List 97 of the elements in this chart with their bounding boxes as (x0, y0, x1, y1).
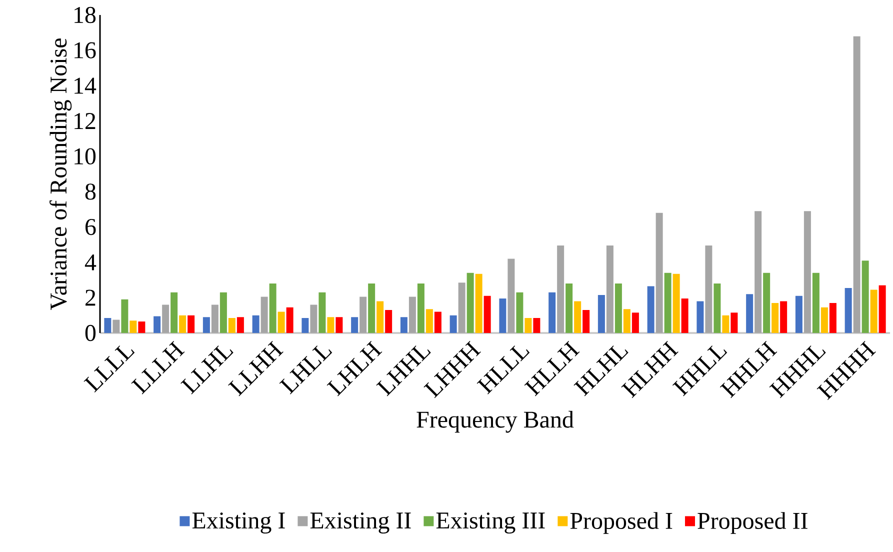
bar (327, 317, 334, 333)
bar (162, 304, 170, 333)
bar (582, 310, 590, 333)
bar (533, 318, 540, 333)
x-axis-title: Frequency Band (416, 410, 574, 433)
bar (170, 292, 178, 333)
bar (870, 290, 878, 333)
bar (508, 258, 515, 333)
bar (318, 292, 326, 333)
bar (400, 317, 408, 333)
bar (574, 301, 582, 333)
bar (754, 211, 762, 333)
bar (121, 299, 128, 333)
bar (812, 272, 820, 333)
bar (104, 318, 112, 333)
bar (795, 296, 802, 333)
bar (878, 285, 886, 333)
bar (408, 296, 416, 333)
bar (286, 307, 294, 333)
bar (112, 320, 120, 333)
bar (820, 307, 828, 333)
bar (772, 302, 779, 333)
bar (130, 320, 137, 333)
bar (202, 317, 210, 333)
bar (336, 317, 343, 333)
bar (376, 301, 384, 333)
bar (211, 304, 218, 333)
bar (426, 309, 433, 333)
y-tick-label: 4 (84, 254, 96, 270)
bar (672, 274, 680, 333)
bar (705, 246, 712, 333)
bar (623, 309, 630, 333)
bar (499, 298, 506, 333)
y-tick-label: 6 (86, 218, 96, 236)
bar (228, 318, 236, 333)
bar (516, 292, 524, 333)
legend-label: Proposed II (698, 512, 808, 534)
bar (853, 36, 860, 333)
bar (714, 284, 721, 333)
bar (696, 301, 704, 333)
bar (681, 298, 688, 333)
y-tick-label: 10 (74, 148, 96, 164)
bar (154, 316, 161, 333)
bar (614, 284, 622, 333)
bar (722, 315, 730, 333)
bar (763, 272, 770, 333)
bar (360, 296, 367, 333)
bar (656, 212, 663, 333)
bar (804, 211, 811, 333)
y-tick-label: 14 (74, 78, 96, 94)
bar (417, 284, 424, 333)
legend-label: Proposed I (570, 512, 672, 534)
bar (466, 272, 474, 333)
bar (548, 292, 556, 333)
bar (862, 260, 869, 333)
bar (475, 274, 482, 333)
bar (557, 246, 564, 333)
bar (829, 302, 836, 333)
bar (524, 318, 532, 333)
y-tick-label: 12 (74, 113, 96, 129)
bar (632, 312, 639, 333)
bar (260, 296, 268, 333)
bar (606, 246, 614, 333)
bar (310, 304, 318, 333)
y-tick-label: 2 (86, 290, 96, 306)
bar (138, 322, 146, 333)
y-tick-label: 8 (85, 184, 96, 200)
bar (647, 286, 654, 333)
bar (730, 312, 738, 333)
bar (566, 284, 573, 333)
y-tick-label: 0 (85, 324, 96, 342)
bar (458, 282, 466, 333)
y-tick-label: 18 (74, 6, 96, 24)
y-tick-label: 16 (74, 42, 96, 58)
bar (664, 272, 672, 333)
bar (188, 315, 195, 333)
bar (450, 315, 457, 333)
y-axis-title: Variance of Rounding Noise (50, 38, 72, 310)
bar (236, 317, 244, 333)
legend-label: Existing I (192, 512, 285, 534)
bar (179, 315, 186, 333)
bar (844, 288, 852, 333)
bar (598, 295, 605, 333)
bar (484, 296, 491, 333)
bar (269, 284, 276, 333)
bar (278, 312, 285, 333)
bar (368, 284, 376, 333)
bar (780, 301, 788, 333)
bar (302, 318, 309, 333)
bar (385, 310, 392, 333)
bar (351, 317, 358, 333)
bar (252, 315, 260, 333)
bar (220, 292, 227, 333)
legend-label: Existing III (436, 512, 545, 534)
bar (746, 294, 754, 333)
legend-label: Existing II (310, 512, 411, 534)
bar (434, 312, 442, 333)
